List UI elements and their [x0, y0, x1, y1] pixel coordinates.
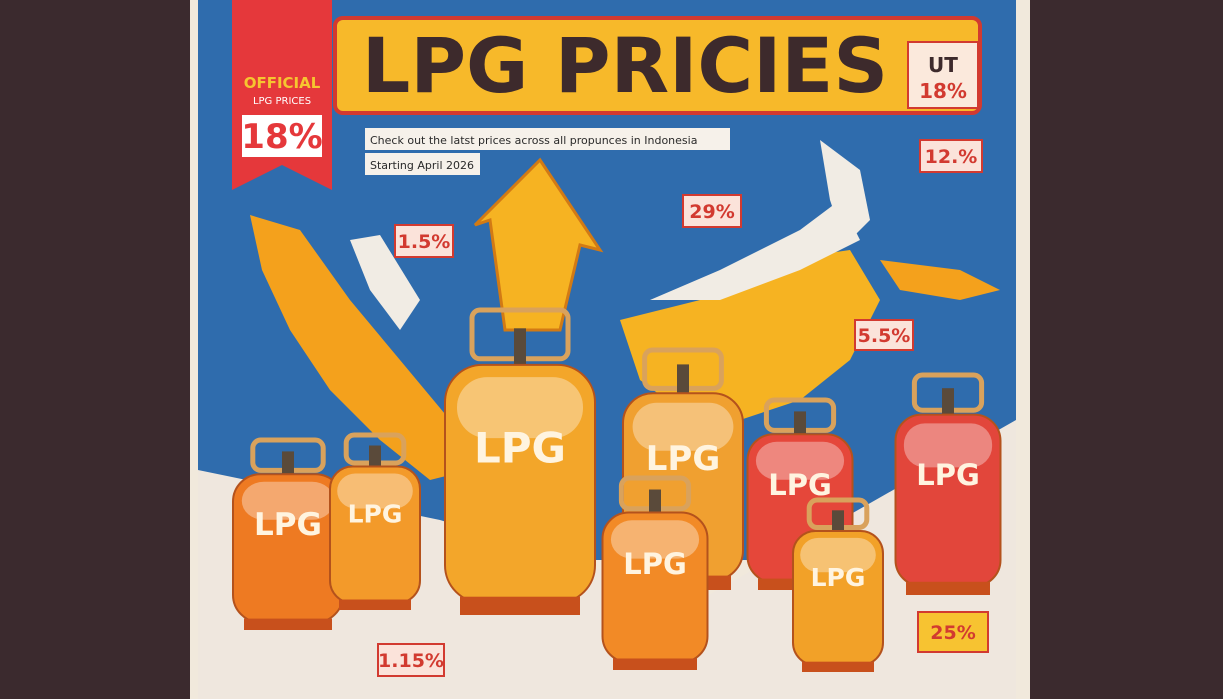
- cylinder-label: LPG: [916, 458, 980, 492]
- badge-value: 12.%: [925, 146, 978, 168]
- ribbon-value: 18%: [241, 117, 322, 157]
- cylinder-shine: [755, 441, 845, 480]
- rising-arrow: [473, 157, 604, 332]
- subtitle-line2: Starting April 2026: [370, 159, 474, 172]
- badge-box: [917, 611, 989, 653]
- cylinders: LPG LPG LPG LPG LPG LPG LPG LPG: [232, 307, 1002, 672]
- badge-box: [394, 224, 454, 258]
- cylinder-label: LPG: [474, 424, 566, 473]
- title-banner: [333, 16, 982, 115]
- title-side-box: [907, 41, 979, 109]
- ribbon-value-box: [242, 115, 322, 157]
- ribbon-line2: LPG PRICES: [253, 96, 311, 107]
- cylinder-valve: [282, 451, 294, 478]
- island-north: [650, 200, 860, 300]
- title-side-value: 18%: [919, 79, 967, 103]
- cylinder-foot: [802, 661, 874, 672]
- badge-value: 5.5%: [858, 325, 911, 347]
- cylinder-shine: [457, 377, 583, 439]
- cylinder-shine: [241, 481, 335, 520]
- badge-value: 1.5%: [398, 231, 451, 253]
- badges: 12.% 29% 1.5% 5.5% 25% 1.15%: [377, 139, 989, 677]
- cylinder-valve: [832, 510, 844, 535]
- cylinder-foot: [339, 599, 411, 610]
- cylinder-shine: [610, 520, 700, 559]
- island-philippines: [820, 140, 870, 245]
- badge-box: [919, 139, 983, 173]
- subtitle-line1: Check out the latst prices across all pr…: [370, 134, 697, 147]
- badge-value: 29%: [689, 201, 734, 223]
- cylinder-valve: [369, 445, 381, 470]
- subtitle-box-1: [365, 128, 730, 150]
- cylinder-label: LPG: [646, 439, 721, 479]
- badge-value: 25%: [930, 622, 975, 644]
- island-white: [350, 235, 420, 330]
- cylinder-label: LPG: [623, 547, 687, 581]
- cylinder-valve: [649, 489, 661, 517]
- cylinder-valve: [794, 411, 806, 438]
- ribbon: [232, 0, 332, 190]
- cylinder-shine: [632, 402, 734, 451]
- ribbon-line1: OFFICIAL: [244, 74, 321, 92]
- cylinder-foot: [906, 581, 990, 595]
- subtitle-box-2: [365, 153, 480, 175]
- cylinder-foot: [613, 658, 697, 670]
- cylinder-valve: [514, 328, 526, 371]
- cylinder-label: LPG: [348, 500, 403, 529]
- cylinder-label: LPG: [811, 563, 866, 592]
- title-side-text: UT: [928, 53, 958, 77]
- cylinder-foot: [244, 618, 332, 630]
- title: LPG PRICIES: [362, 21, 888, 110]
- badge-box: [377, 643, 445, 677]
- badge-box: [854, 319, 914, 351]
- cylinder-label: LPG: [254, 507, 322, 543]
- cylinder-shine: [800, 537, 876, 573]
- cylinder-foot: [460, 596, 580, 615]
- badge-box: [682, 194, 742, 228]
- cylinder-label: LPG: [768, 468, 832, 502]
- cylinder-valve: [942, 388, 954, 419]
- island-east: [880, 260, 1000, 300]
- badge-value: 1.15%: [378, 650, 444, 672]
- island-sumatra: [250, 215, 470, 480]
- cylinder-valve: [677, 364, 689, 398]
- cylinder-shine: [903, 423, 993, 468]
- cylinder-shine: [337, 473, 413, 509]
